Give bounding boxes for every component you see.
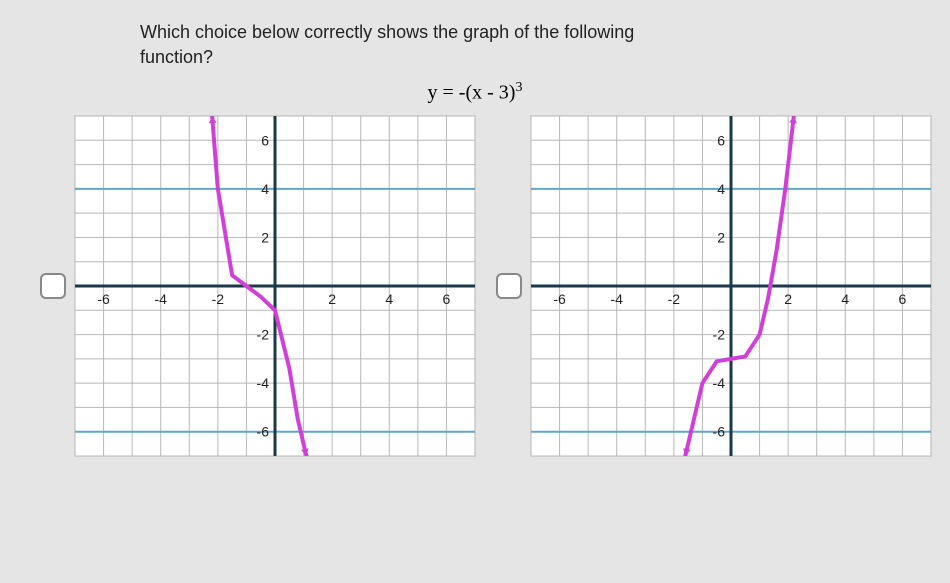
radio-option-1[interactable]: [40, 273, 66, 299]
svg-text:-4: -4: [154, 291, 167, 307]
svg-text:-6: -6: [553, 291, 566, 307]
svg-text:2: 2: [717, 229, 725, 245]
svg-text:-4: -4: [713, 375, 726, 391]
svg-text:-2: -2: [212, 291, 225, 307]
svg-text:6: 6: [443, 291, 451, 307]
svg-text:6: 6: [899, 291, 907, 307]
svg-text:-6: -6: [97, 291, 110, 307]
question-line-2: function?: [140, 45, 910, 70]
svg-text:-2: -2: [713, 327, 726, 343]
svg-text:-2: -2: [668, 291, 681, 307]
option-1: -6 -4 -2 2 4 6 -6 -4 -2 2 4 6: [40, 115, 476, 457]
equation: y = -(x - 3)3: [40, 80, 910, 105]
svg-text:-4: -4: [257, 375, 270, 391]
graph-1: -6 -4 -2 2 4 6 -6 -4 -2 2 4 6: [74, 115, 476, 457]
svg-text:4: 4: [717, 181, 725, 197]
svg-text:4: 4: [841, 291, 849, 307]
svg-text:-4: -4: [610, 291, 623, 307]
svg-text:2: 2: [328, 291, 336, 307]
svg-text:4: 4: [261, 181, 269, 197]
graph-2: -6 -4 -2 2 4 6 -6 -4 -2 2 4 6: [530, 115, 932, 457]
svg-text:-6: -6: [713, 424, 726, 440]
charts-row: -6 -4 -2 2 4 6 -6 -4 -2 2 4 6 -6 -4 -2 2 4 6 -6 -4 -2 2 4 6: [40, 115, 910, 457]
svg-text:4: 4: [385, 291, 393, 307]
radio-option-2[interactable]: [496, 273, 522, 299]
svg-text:-6: -6: [257, 424, 270, 440]
svg-text:2: 2: [261, 229, 269, 245]
svg-text:-2: -2: [257, 327, 270, 343]
question-line-1: Which choice below correctly shows the g…: [140, 20, 910, 45]
svg-text:6: 6: [261, 132, 269, 148]
svg-text:6: 6: [717, 132, 725, 148]
option-2: -6 -4 -2 2 4 6 -6 -4 -2 2 4 6: [496, 115, 932, 457]
svg-text:2: 2: [784, 291, 792, 307]
